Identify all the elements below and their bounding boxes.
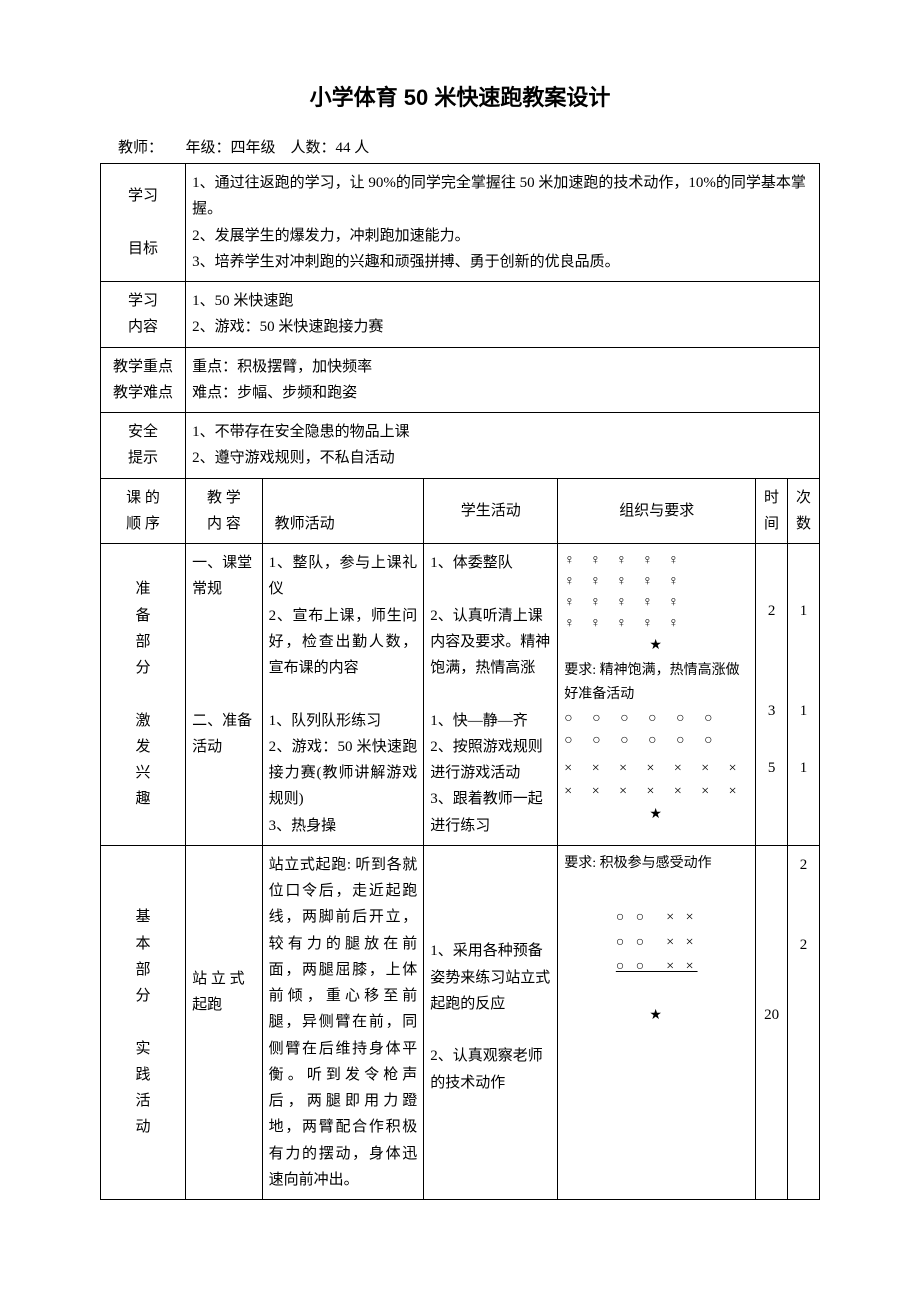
document-page: 小学体育 50 米快速跑教案设计 教师： 年级：四年级 人数：44 人 学习 目… <box>0 0 920 1260</box>
cell-study-goal: 1、通过往返跑的学习，让 90%的同学完全掌握往 50 米加速跑的技术动作，10… <box>186 164 820 282</box>
lesson-plan-table: 学习 目标 1、通过往返跑的学习，让 90%的同学完全掌握往 50 米加速跑的技… <box>100 163 820 1200</box>
hdr-org: 组织与要求 <box>558 478 756 544</box>
formation-underline: ○ ○ × × <box>564 955 749 980</box>
label-study-content: 学习 内容 <box>101 282 186 348</box>
order-main: 基 本 部 分 实 践 活 动 <box>101 845 186 1199</box>
hdr-teacher: 教师活动 <box>262 478 424 544</box>
org-main: 要求: 积极参与感受动作 ○ ○ × × ○ ○ × × ○ ○ × × ★ <box>558 845 756 1199</box>
student-main: 1、采用各种预备姿势来练习站立式起跑的反应 2、认真观察老师的技术动作 <box>424 845 558 1199</box>
hdr-order: 课 的 顺 序 <box>101 478 186 544</box>
label-teach-key: 教学重点 教学难点 <box>101 347 186 413</box>
time-val: 5 <box>762 755 781 781</box>
cell-teach-key: 重点：积极摆臂，加快频率 难点：步幅、步频和跑姿 <box>186 347 820 413</box>
star-icon: ★ <box>564 803 749 828</box>
time-prep: 2 3 5 <box>756 544 788 846</box>
org-req-text: 要求: 精神饱满，热情高涨做好准备活动 <box>564 659 749 708</box>
org-req-text: 要求: 积极参与感受动作 <box>564 852 749 877</box>
hdr-time: 时 间 <box>756 478 788 544</box>
order-prep: 准 备 部 分 激 发 兴 趣 <box>101 544 186 846</box>
cell-study-content: 1、50 米快速跑 2、游戏：50 米快速跑接力赛 <box>186 282 820 348</box>
count-val: 2 <box>794 852 813 878</box>
teacher-main: 站立式起跑: 听到各就位口令后，走近起跑线，两脚前后开立，较有力的腿放在前面，两… <box>262 845 424 1199</box>
table-row: 学习 内容 1、50 米快速跑 2、游戏：50 米快速跑接力赛 <box>101 282 820 348</box>
time-main: 20 <box>756 845 788 1199</box>
section-main-row: 基 本 部 分 实 践 活 动 站 立 式 起跑 站立式起跑: 听到各就位口令后… <box>101 845 820 1199</box>
cell-safety: 1、不带存在安全隐患的物品上课 2、遵守游戏规则，不私自活动 <box>186 413 820 479</box>
hdr-student: 学生活动 <box>424 478 558 544</box>
people-rows: ♀ ♀ ♀ ♀ ♀ ♀ ♀ ♀ ♀ ♀ ♀ ♀ ♀ ♀ ♀ ♀ ♀ ♀ ♀ ♀ <box>564 550 749 634</box>
hdr-content: 教 学 内 容 <box>186 478 263 544</box>
org-prep: ♀ ♀ ♀ ♀ ♀ ♀ ♀ ♀ ♀ ♀ ♀ ♀ ♀ ♀ ♀ ♀ ♀ ♀ ♀ ♀ … <box>558 544 756 846</box>
content-main: 站 立 式 起跑 <box>186 845 263 1199</box>
table-row: 安全 提示 1、不带存在安全隐患的物品上课 2、遵守游戏规则，不私自活动 <box>101 413 820 479</box>
count-val: 1 <box>794 755 813 781</box>
formation-rows: ○ ○ × × ○ ○ × × <box>564 906 749 955</box>
label-study-goal: 学习 目标 <box>101 164 186 282</box>
label-safety: 安全 提示 <box>101 413 186 479</box>
time-val: 3 <box>762 698 781 724</box>
table-row: 教学重点 教学难点 重点：积极摆臂，加快频率 难点：步幅、步频和跑姿 <box>101 347 820 413</box>
student-prep: 1、体委整队 2、认真听清上课内容及要求。精神饱满，热情高涨 1、快—静—齐 2… <box>424 544 558 846</box>
table-header-row: 课 的 顺 序 教 学 内 容 教师活动 学生活动 组织与要求 时 间 次 数 <box>101 478 820 544</box>
meta-line: 教师： 年级：四年级 人数：44 人 <box>100 136 820 157</box>
count-val: 1 <box>794 698 813 724</box>
section-prep-row: 准 备 部 分 激 发 兴 趣 一、课堂 常规 二、准备 活动 1、整队，参与上… <box>101 544 820 846</box>
content-prep: 一、课堂 常规 二、准备 活动 <box>186 544 263 846</box>
count-main: 2 2 <box>788 845 820 1199</box>
star-icon: ★ <box>564 1004 749 1029</box>
circle-rows: ○ ○ ○ ○ ○ ○ ○ ○ ○ ○ ○ ○ <box>564 708 749 753</box>
count-prep: 1 1 1 <box>788 544 820 846</box>
x-rows: × × × × × × × × × × × × × × <box>564 758 749 803</box>
teacher-prep: 1、整队，参与上课礼仪 2、宣布上课，师生问好，检查出勤人数，宣布课的内容 1、… <box>262 544 424 846</box>
time-val: 2 <box>762 598 781 624</box>
table-row: 学习 目标 1、通过往返跑的学习，让 90%的同学完全掌握往 50 米加速跑的技… <box>101 164 820 282</box>
hdr-count: 次 数 <box>788 478 820 544</box>
count-val: 1 <box>794 598 813 624</box>
count-val: 2 <box>794 932 813 958</box>
time-val: 20 <box>762 1002 781 1028</box>
star-icon: ★ <box>564 634 749 659</box>
page-title: 小学体育 50 米快速跑教案设计 <box>100 80 820 112</box>
